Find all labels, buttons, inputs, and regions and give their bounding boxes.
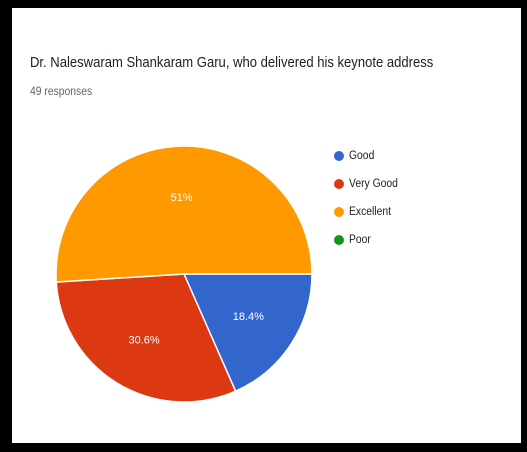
pie-slices bbox=[55, 145, 313, 403]
slice-label-very-good: 30.6% bbox=[128, 335, 159, 347]
legend-label-good: Good bbox=[349, 150, 375, 162]
legend-item-excellent[interactable]: Excellent bbox=[334, 202, 403, 222]
legend-swatch-good bbox=[334, 151, 344, 161]
legend-label-poor: Poor bbox=[349, 234, 371, 246]
response-count: 49 responses bbox=[30, 86, 93, 98]
pie-slice-good[interactable] bbox=[182, 273, 313, 393]
legend-item-poor[interactable]: Poor bbox=[334, 230, 403, 250]
legend-label-very-good: Very Good bbox=[349, 178, 398, 190]
slice-label-excellent: 51% bbox=[171, 192, 193, 204]
legend-item-very-good[interactable]: Very Good bbox=[334, 174, 403, 194]
chart-legend: Good Very Good Excellent Poor bbox=[334, 146, 403, 258]
legend-label-excellent: Excellent bbox=[349, 206, 392, 218]
slice-label-good: 18.4% bbox=[233, 311, 264, 323]
pie-labels: 18.4% 30.6% 51% bbox=[128, 192, 264, 346]
legend-item-good[interactable]: Good bbox=[334, 146, 403, 166]
chart-title: Dr. Naleswaram Shankaram Garu, who deliv… bbox=[30, 55, 434, 71]
legend-swatch-excellent bbox=[334, 207, 344, 217]
pie-slice-very-good[interactable] bbox=[55, 273, 237, 403]
legend-swatch-poor bbox=[334, 235, 344, 245]
pie-slice-excellent[interactable] bbox=[55, 145, 313, 283]
legend-swatch-very-good bbox=[334, 179, 344, 189]
